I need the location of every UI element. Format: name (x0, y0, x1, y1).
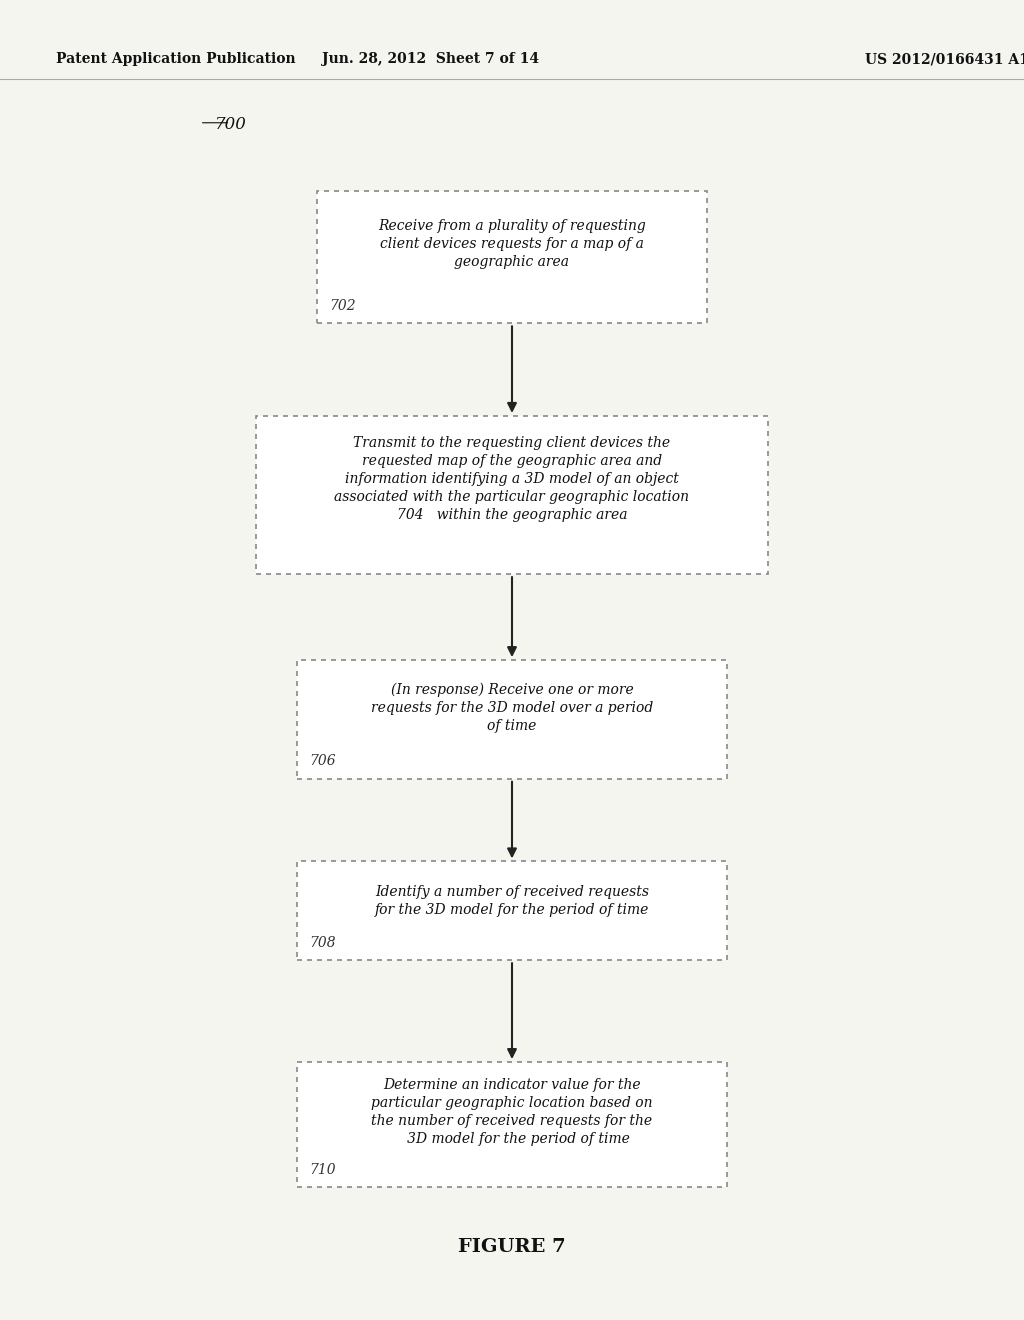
Bar (317, 191, 707, 323)
Text: Receive from a plurality of requesting
client devices requests for a map of a
ge: Receive from a plurality of requesting c… (378, 219, 646, 269)
Text: (In response) Receive one or more
requests for the 3D model over a period
of tim: (In response) Receive one or more reques… (371, 682, 653, 733)
Text: Transmit to the requesting client devices the
requested map of the geographic ar: Transmit to the requesting client device… (335, 437, 689, 521)
Bar (256, 416, 768, 574)
Text: 706: 706 (309, 754, 336, 768)
Text: Jun. 28, 2012  Sheet 7 of 14: Jun. 28, 2012 Sheet 7 of 14 (322, 53, 539, 66)
Text: US 2012/0166431 A1: US 2012/0166431 A1 (865, 53, 1024, 66)
Bar (297, 861, 727, 961)
Text: 702: 702 (330, 298, 356, 313)
Text: 710: 710 (309, 1163, 336, 1177)
Text: 700: 700 (215, 116, 247, 133)
Bar (297, 1061, 727, 1188)
Bar (297, 660, 727, 779)
Text: 708: 708 (309, 936, 336, 950)
Text: FIGURE 7: FIGURE 7 (458, 1238, 566, 1257)
Text: Determine an indicator value for the
particular geographic location based on
the: Determine an indicator value for the par… (372, 1078, 652, 1146)
Text: Identify a number of received requests
for the 3D model for the period of time: Identify a number of received requests f… (375, 884, 649, 917)
Text: Patent Application Publication: Patent Application Publication (56, 53, 296, 66)
